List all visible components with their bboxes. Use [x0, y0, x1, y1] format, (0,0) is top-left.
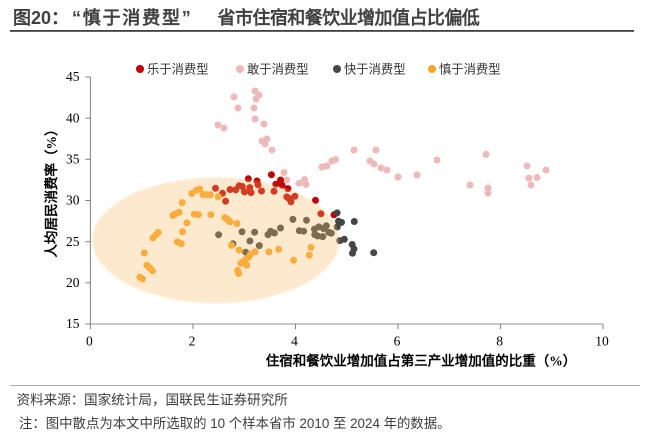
svg-text:乐于消费型: 乐于消费型	[147, 63, 209, 77]
svg-text:6: 6	[394, 333, 401, 348]
svg-text:敢于消费型: 敢于消费型	[247, 63, 309, 77]
svg-text:20: 20	[66, 275, 80, 290]
svg-text:住宿和餐饮业增加值占第三产业增加值的比重（%）: 住宿和餐饮业增加值占第三产业增加值的比重（%）	[266, 353, 577, 369]
svg-text:2: 2	[189, 333, 196, 348]
svg-text:10: 10	[595, 333, 609, 348]
svg-text:资料来源：国家统计局，国联民生证券研究所: 资料来源：国家统计局，国联民生证券研究所	[17, 392, 289, 408]
svg-text:30: 30	[66, 193, 80, 208]
svg-text:35: 35	[66, 152, 80, 167]
svg-text:快于消费型: 快于消费型	[344, 63, 406, 77]
svg-text:慎于消费型: 慎于消费型	[439, 63, 501, 77]
svg-text:注：图中散点为本文中所选取的 10 个样本省市 2010 至: 注：图中散点为本文中所选取的 10 个样本省市 2010 至 2024 年的数据…	[19, 415, 451, 431]
svg-text:4: 4	[291, 333, 298, 348]
svg-text:8: 8	[496, 333, 503, 348]
svg-text:40: 40	[66, 110, 80, 125]
svg-text:人均居民消费率（%）: 人均居民消费率（%）	[43, 123, 59, 258]
svg-text:45: 45	[66, 69, 80, 84]
svg-text:图20：“慎于消费型”省市住宿和餐饮业增加值占比偏低: 图20： “慎于消费型” 省市住宿和餐饮业增加值占比偏低	[13, 7, 480, 28]
svg-text:15: 15	[66, 316, 80, 331]
svg-text:0: 0	[86, 333, 93, 348]
svg-text:25: 25	[66, 234, 80, 249]
